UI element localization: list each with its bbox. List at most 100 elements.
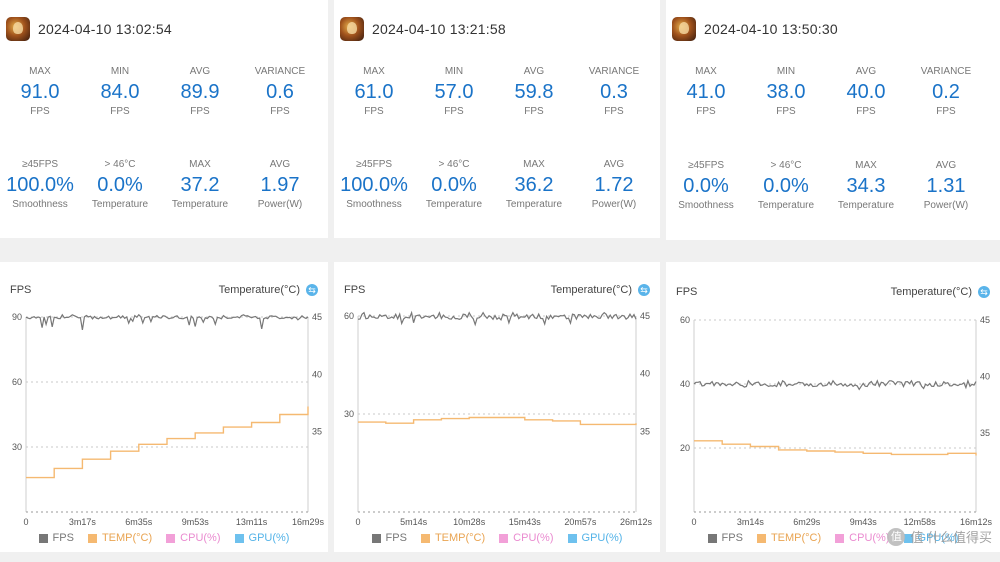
stats-row-thermal: ≥45FPS 0.0% Smoothness > 46°C 0.0% Temperatu… bbox=[666, 160, 1000, 213]
fps-axis-title: FPS bbox=[344, 284, 366, 296]
stat-avg-power: AVG 1.31 Power(W) bbox=[923, 160, 969, 211]
stat-avg-fps: AVG 89.9 FPS bbox=[180, 66, 220, 117]
stat-max-fps: MAX 91.0 FPS bbox=[20, 66, 60, 117]
x-tick-label: 9m43s bbox=[850, 517, 878, 527]
stats-row-fps: MAX 91.0 FPS MIN 84.0 FPS AVG 89.9 FPS VARIANC… bbox=[0, 66, 328, 119]
stat-variance-fps: VARIANCE 0.3 FPS bbox=[588, 66, 640, 117]
x-tick-label: 13m11s bbox=[236, 517, 268, 527]
temp-tick-label: 35 bbox=[980, 428, 990, 438]
stats-row-thermal: ≥45FPS 100.0% Smoothness > 46°C 0.0% Tempera… bbox=[0, 159, 328, 212]
fps-tick-label: 60 bbox=[344, 311, 354, 321]
chart-plot-3: 20 40 60 35 40 45 0 3m14s 6m29s 9m43s 12m58s 16m12s bbox=[680, 315, 993, 527]
legend-cpu[interactable]: CPU(%) bbox=[499, 532, 554, 544]
fps-axis-title: FPS bbox=[10, 284, 32, 296]
legend-swatch-gpu bbox=[567, 533, 577, 543]
legend-temp[interactable]: TEMP(°C) bbox=[756, 532, 821, 544]
legend-fps[interactable]: FPS bbox=[371, 532, 407, 544]
legend-swatch-temp bbox=[420, 533, 430, 543]
legend-gpu[interactable]: GPU(%) bbox=[234, 532, 289, 544]
legend-cpu[interactable]: CPU(%) bbox=[835, 532, 890, 544]
legend-swatch-fps bbox=[707, 533, 717, 543]
stat-smoothness: ≥45FPS 100.0% Smoothness bbox=[6, 159, 74, 210]
x-tick-label: 26m12s bbox=[620, 517, 653, 527]
temp-axis-title: Temperature(°C) bbox=[890, 286, 972, 298]
stat-max-temp: MAX 34.3 Temperature bbox=[837, 160, 895, 211]
chart-legend: FPS TEMP(°C) CPU(%) GPU(%) bbox=[0, 532, 328, 544]
stat-min-fps: MIN 38.0 FPS bbox=[766, 66, 806, 117]
stat-max-temp: MAX 36.2 Temperature bbox=[505, 159, 563, 210]
legend-gpu[interactable]: GPU(%) bbox=[903, 532, 958, 544]
legend-swatch-cpu bbox=[835, 533, 845, 543]
chart-plot-1: 30 60 90 35 40 45 0 3m17s 6m35s 9m53s 13m11s 16m29s bbox=[12, 312, 325, 527]
stats-row-fps: MAX 61.0 FPS MIN 57.0 FPS AVG 59.8 FPS VARIANC… bbox=[334, 66, 660, 119]
x-tick-label: 9m53s bbox=[182, 517, 210, 527]
legend-swatch-gpu bbox=[903, 533, 913, 543]
x-tick-label: 20m57s bbox=[564, 517, 597, 527]
session-timestamp: 2024-04-10 13:21:58 bbox=[372, 21, 506, 37]
legend-gpu[interactable]: GPU(%) bbox=[567, 532, 622, 544]
chart-card-2: FPS Temperature(°C) ⇆ 30 60 35 40 45 0 5m14s 10… bbox=[334, 262, 660, 552]
legend-swatch-cpu bbox=[166, 533, 176, 543]
temp-tick-label: 35 bbox=[640, 426, 650, 436]
fps-tick-label: 30 bbox=[344, 409, 354, 419]
stat-smoothness: ≥45FPS 0.0% Smoothness bbox=[678, 160, 734, 211]
legend-cpu[interactable]: CPU(%) bbox=[166, 532, 221, 544]
legend-swatch-temp bbox=[756, 533, 766, 543]
temp-tick-label: 40 bbox=[980, 371, 990, 381]
temp-tick-label: 35 bbox=[312, 427, 322, 437]
session-header[interactable]: 2024-04-10 13:21:58 bbox=[340, 16, 506, 42]
swap-axis-icon[interactable]: ⇆ bbox=[978, 286, 990, 298]
chart-card-3: FPS Temperature(°C) ⇆ 20 40 60 35 40 45 0 3m14s… bbox=[666, 262, 1000, 552]
stat-max-temp: MAX 37.2 Temperature bbox=[171, 159, 229, 210]
legend-temp[interactable]: TEMP(°C) bbox=[420, 532, 485, 544]
chart-card-1: FPS Temperature(°C) ⇆ 30 60 90 35 40 45 0 3m17s… bbox=[0, 262, 328, 552]
swap-axis-icon[interactable]: ⇆ bbox=[638, 284, 650, 296]
game-icon bbox=[340, 17, 364, 41]
stat-min-fps: MIN 57.0 FPS bbox=[434, 66, 474, 117]
game-icon bbox=[672, 17, 696, 41]
x-tick-label: 12m58s bbox=[904, 517, 937, 527]
watermark-logo-icon: 值 bbox=[887, 527, 906, 546]
legend-temp[interactable]: TEMP(°C) bbox=[87, 532, 152, 544]
stats-row-thermal: ≥45FPS 100.0% Smoothness > 46°C 0.0% Tempera… bbox=[334, 159, 660, 212]
session-timestamp: 2024-04-10 13:50:30 bbox=[704, 21, 838, 37]
chart-legend: FPS TEMP(°C) CPU(%) GPU(%) bbox=[334, 532, 660, 544]
stat-variance-fps: VARIANCE 0.6 FPS bbox=[254, 66, 306, 117]
summary-card-2: 2024-04-10 13:21:58 MAX 61.0 FPS MIN 57.0 FP… bbox=[334, 0, 660, 238]
chart-plot-2: 30 60 35 40 45 0 5m14s 10m28s 15m43s 20m57s 26m12s bbox=[344, 310, 653, 527]
fps-series-line bbox=[693, 378, 977, 391]
x-tick-label: 5m14s bbox=[400, 517, 428, 527]
temp-tick-label: 45 bbox=[980, 315, 990, 325]
temp-axis-title: Temperature(°C) bbox=[218, 284, 300, 296]
temp-tick-label: 45 bbox=[312, 312, 322, 322]
fps-tick-label: 40 bbox=[680, 379, 690, 389]
stat-max-fps: MAX 41.0 FPS bbox=[686, 66, 726, 117]
x-tick-label: 0 bbox=[23, 517, 28, 527]
x-tick-label: 3m14s bbox=[737, 517, 765, 527]
summary-card-3: 2024-04-10 13:50:30 MAX 41.0 FPS MIN 38.0 FP… bbox=[666, 0, 1000, 240]
watermark: 值 值 什么值得买 bbox=[887, 527, 992, 546]
session-header[interactable]: 2024-04-10 13:02:54 bbox=[6, 16, 172, 42]
fps-series-line bbox=[357, 310, 637, 327]
x-tick-label: 6m35s bbox=[125, 517, 153, 527]
temp-series-line bbox=[358, 416, 637, 426]
legend-swatch-fps bbox=[38, 533, 48, 543]
x-tick-label: 10m28s bbox=[453, 517, 486, 527]
temp-tick-label: 40 bbox=[312, 369, 322, 379]
temp-axis-title: Temperature(°C) bbox=[550, 284, 632, 296]
x-tick-label: 16m29s bbox=[292, 517, 325, 527]
fps-tick-label: 90 bbox=[12, 312, 22, 322]
stat-over-temp: > 46°C 0.0% Temperature bbox=[757, 160, 815, 211]
fps-tick-label: 60 bbox=[680, 315, 690, 325]
session-header[interactable]: 2024-04-10 13:50:30 bbox=[672, 16, 838, 42]
legend-fps[interactable]: FPS bbox=[38, 532, 74, 544]
x-tick-label: 16m12s bbox=[960, 517, 993, 527]
stat-over-temp: > 46°C 0.0% Temperature bbox=[91, 159, 149, 210]
x-tick-label: 0 bbox=[355, 517, 360, 527]
summary-card-1: 2024-04-10 13:02:54 MAX 91.0 FPS MIN 84.0 FP… bbox=[0, 0, 328, 238]
swap-axis-icon[interactable]: ⇆ bbox=[306, 284, 318, 296]
stat-avg-power: AVG 1.72 Power(W) bbox=[591, 159, 637, 210]
chart-legend: FPS TEMP(°C) CPU(%) GPU(%) bbox=[666, 532, 1000, 544]
temp-tick-label: 45 bbox=[640, 311, 650, 321]
legend-fps[interactable]: FPS bbox=[707, 532, 743, 544]
